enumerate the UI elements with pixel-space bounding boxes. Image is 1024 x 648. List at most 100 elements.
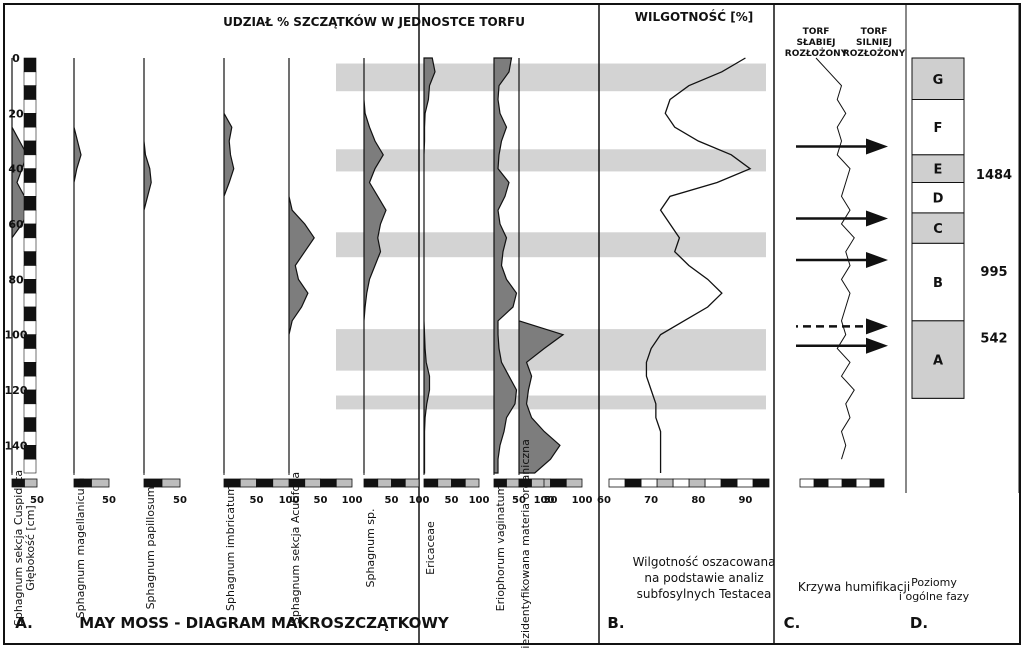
moisture-curve (645, 57, 752, 473)
zone-cell (911, 320, 965, 399)
depth-scale-segment (23, 71, 37, 86)
zone-label: G (933, 73, 944, 88)
moisture-tick: 80 (691, 495, 705, 506)
scale-segment (272, 478, 290, 488)
scale-segment (608, 478, 626, 488)
humification-arrow-head (866, 318, 888, 335)
taxon-area (73, 58, 82, 473)
scale-segment (869, 478, 885, 488)
moisture-band (336, 395, 766, 410)
depth-scale-segment (23, 209, 37, 225)
taxon-area (223, 58, 235, 473)
scale-segment (391, 478, 406, 488)
figure-frame (3, 3, 1021, 645)
humification-arrow-head (866, 138, 888, 155)
panel-b: 60 70 80 90 (597, 57, 770, 506)
panel-c-header-right: TORF (861, 27, 888, 37)
taxon-name: Ericaceae (424, 521, 437, 575)
moisture-band (336, 63, 766, 92)
scale-segment (451, 478, 466, 488)
scale-segment (143, 478, 163, 488)
zone-label: E (934, 163, 943, 178)
scale-segment (256, 478, 274, 488)
scale-segment (672, 478, 690, 488)
depth-scale-segment (23, 57, 37, 73)
scale-segment (704, 478, 722, 488)
depth-scale-segment (23, 196, 37, 211)
depth-scale-segment (23, 154, 37, 169)
panel-c-caption: Krzywa humifikacji (798, 580, 910, 594)
taxon-area (143, 58, 152, 473)
depth-tick: 0 (12, 52, 20, 65)
zone-cell (911, 57, 965, 100)
zone-cell (911, 154, 965, 183)
taxon-name: Sphagnum sekcja Acutifolia (289, 472, 302, 624)
scale-segment (656, 478, 674, 488)
humification-arrow-head (866, 210, 888, 227)
zone-label: D (933, 192, 944, 207)
scale-segment (91, 478, 110, 488)
scale-segment (550, 478, 567, 488)
scale-segment (565, 478, 583, 488)
taxon-name: Eriophorum vaginatum (494, 485, 507, 612)
scale-segment (855, 478, 871, 488)
humification-arrow-head (866, 251, 888, 268)
scale-segment (404, 478, 420, 488)
scale-segment (506, 478, 520, 488)
scale-segment (799, 478, 815, 488)
taxon-tick: 50 (173, 495, 187, 506)
depth-scale-segment (23, 85, 37, 100)
taxon-name: Niezidentyfikowana materia organiczna (519, 439, 532, 648)
depth-scale-segment (23, 113, 37, 128)
outer-border (3, 3, 1021, 645)
scale-segment (841, 478, 857, 488)
taxon-name: Sphagnum sp. (364, 508, 377, 587)
panel-b-caption: na podstawie analiz (644, 571, 763, 585)
taxon-tick: 50 (102, 495, 116, 506)
scale-segment (304, 478, 321, 488)
scale-segment (335, 478, 353, 488)
panel-a-header: UDZIAŁ % SZCZĄTKÓW W JEDNOSTCE TORFU (223, 14, 525, 29)
panel-d-caption: i ogólne fazy (899, 590, 970, 603)
moisture-band (336, 232, 766, 258)
taxon-tick: 50 (30, 495, 44, 506)
depth-scale-segment (23, 251, 37, 266)
depth-tick: 40 (8, 163, 24, 176)
depth-scale-segment (23, 403, 37, 418)
depth-tick: 100 (5, 329, 28, 342)
depth-scale-segment (23, 265, 37, 280)
taxon-area (493, 57, 518, 474)
panel-a-title: MAY MOSS - DIAGRAM MAKROSZCZĄTKOWY (79, 614, 450, 632)
depth-scale-segment (23, 182, 37, 197)
depth-axis-label: Głębokość [cm] (24, 505, 37, 590)
taxon-tick: 50 (385, 495, 399, 506)
panel-a: 50 100 Niezidentyfikowana materia organicz… (5, 52, 593, 648)
moisture-tick: 60 (597, 495, 611, 506)
humification-curve (815, 57, 855, 460)
panel-d-label: D. (910, 614, 928, 632)
panel-c-header-right: SILNIEJ (856, 38, 892, 48)
panel-c-header-left: SŁABIEJ (797, 38, 836, 48)
humification-arrow-head (866, 337, 888, 354)
depth-scale-segment (23, 126, 37, 142)
panel-c-header-left: TORF (803, 27, 830, 37)
taxon-area (518, 58, 565, 474)
panel-b-label: B. (607, 614, 624, 632)
taxon-tick: 50 (314, 495, 328, 506)
labels: MAY MOSS - DIAGRAM MAKROSZCZĄTKOWY UDZIAŁ… (15, 9, 969, 632)
scale-segment (24, 478, 38, 488)
scale-segment (624, 478, 642, 488)
depth-tick: 60 (8, 218, 24, 231)
depth-scale-segment (23, 99, 37, 114)
zone-label: C (933, 222, 943, 237)
date-label: 1484 (976, 168, 1012, 183)
depth-scale-segment (23, 306, 37, 322)
scale-segment (363, 478, 379, 488)
depth-scale-segment (23, 223, 37, 239)
scale-segment (423, 478, 439, 488)
panel-c-label: C. (784, 614, 801, 632)
zone-cell (911, 181, 965, 214)
panel-d: G F EDC B A 1484 995 542 (905, 4, 1020, 493)
depth-tick: 140 (5, 439, 28, 452)
zone-label: F (934, 121, 943, 136)
